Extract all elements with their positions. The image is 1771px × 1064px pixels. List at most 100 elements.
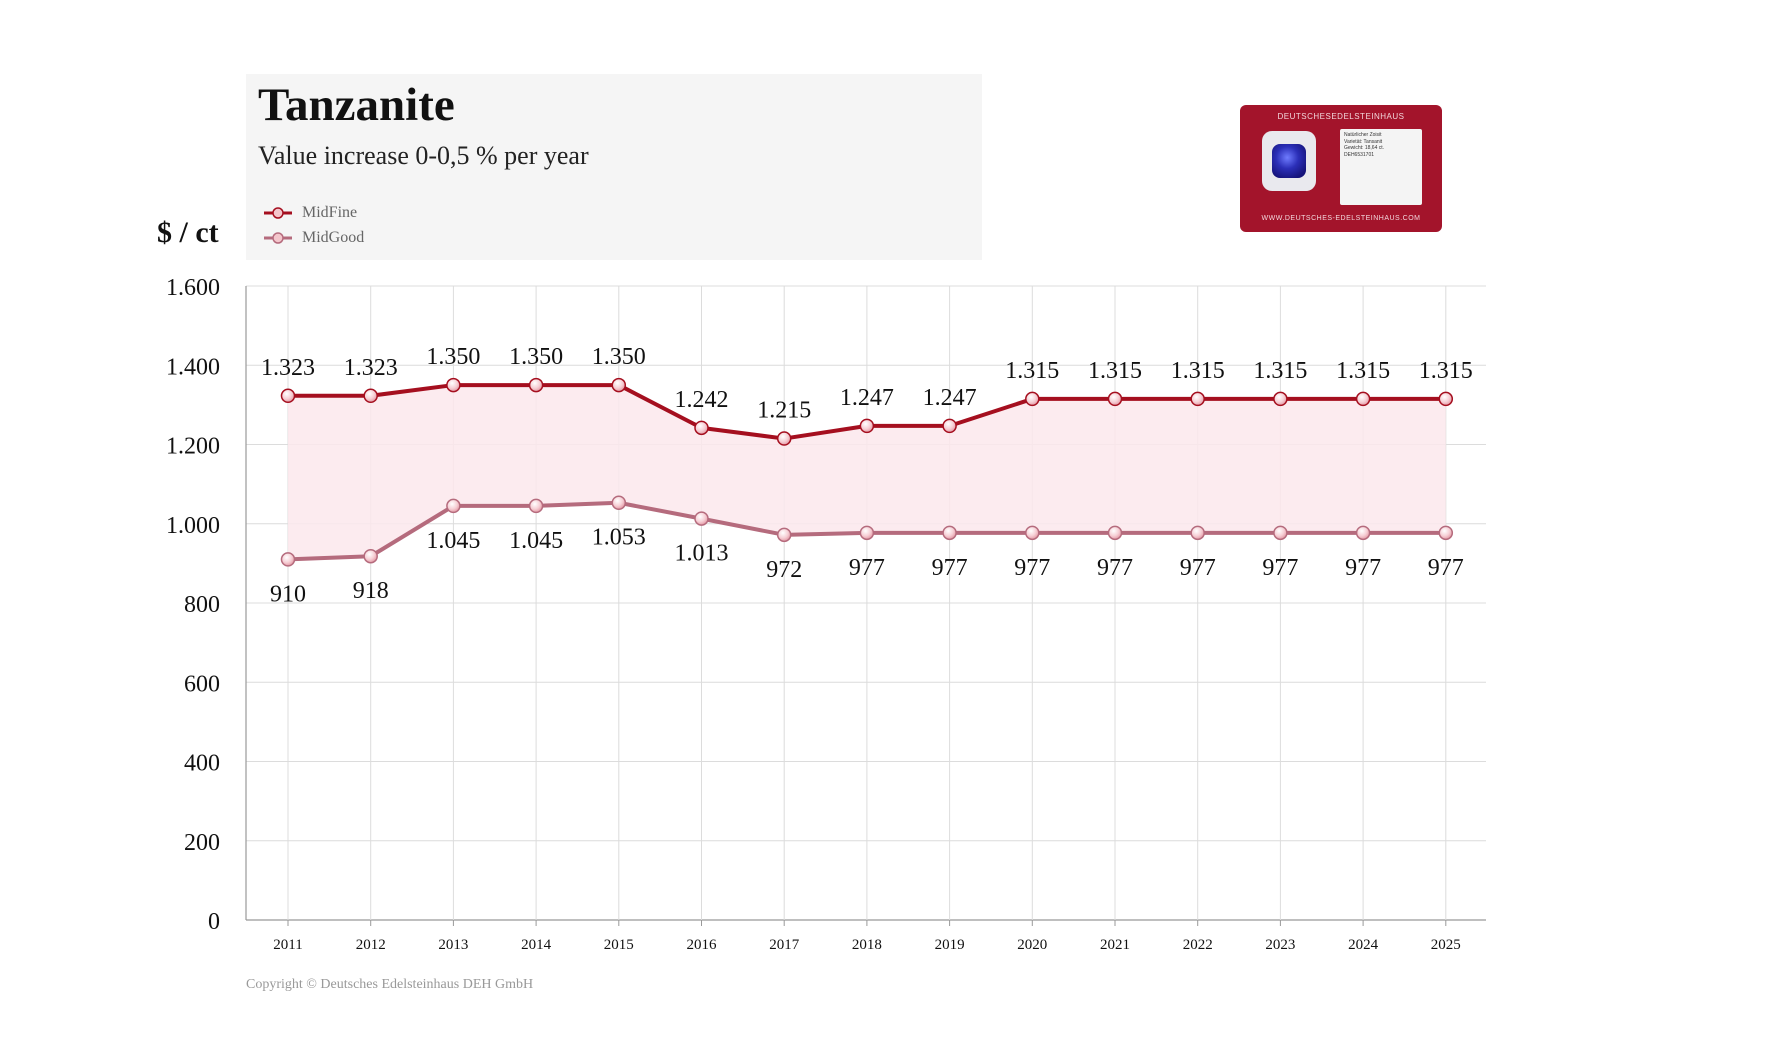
data-point-midgood <box>528 498 544 514</box>
copyright-text: Copyright © Deutsches Edelsteinhaus DEH … <box>246 977 534 992</box>
y-tick-label: 1.000 <box>166 513 220 539</box>
x-tick-label: 2015 <box>604 937 634 953</box>
x-tick-label: 2019 <box>935 937 965 953</box>
y-tick-label: 1.200 <box>166 434 220 460</box>
x-tick-label: 2016 <box>687 937 718 953</box>
legend-label-midfine: MidFine <box>302 203 358 221</box>
data-point-midgood <box>776 527 792 543</box>
data-point-midfine <box>1025 391 1040 407</box>
x-tick-label: 2011 <box>273 937 302 953</box>
data-label-midfine: 1.315 <box>1253 358 1307 384</box>
chart-subtitle: Value increase 0-0,5 % per year <box>258 141 589 170</box>
data-point-midfine <box>776 431 792 446</box>
data-label-midgood: 1.053 <box>592 525 646 551</box>
data-label-midgood: 1.013 <box>675 541 729 567</box>
legend-item-midgood[interactable]: MidGood <box>262 225 364 250</box>
x-tick-label: 2025 <box>1431 937 1461 953</box>
data-point-midgood <box>1107 525 1123 541</box>
legend-label-midgood: MidGood <box>302 228 365 246</box>
certificate-line: Varietät: Tansanit <box>1344 138 1383 145</box>
data-label-midgood: 977 <box>849 555 885 581</box>
data-label-midfine: 1.323 <box>344 355 398 381</box>
data-point-midfine <box>528 377 544 393</box>
data-label-midgood: 977 <box>932 555 968 581</box>
data-label-midgood: 977 <box>1180 555 1216 581</box>
data-point-midfine <box>363 388 378 404</box>
x-tick-label: 2018 <box>852 937 882 953</box>
data-point-midgood <box>1273 525 1288 541</box>
data-point-midfine <box>446 377 461 393</box>
data-label-midgood: 977 <box>1014 555 1050 581</box>
data-label-midgood: 977 <box>1345 555 1381 581</box>
data-label-midfine: 1.315 <box>1088 358 1142 384</box>
range-band <box>288 385 1446 560</box>
data-label-midfine: 1.315 <box>1005 358 1059 384</box>
y-tick-label: 400 <box>184 751 220 777</box>
data-label-midgood: 918 <box>353 578 389 604</box>
x-tick-label: 2021 <box>1100 937 1130 953</box>
y-axis-label: $ / ct <box>157 216 219 249</box>
data-point-midgood <box>1025 525 1040 541</box>
data-point-midgood <box>1438 525 1454 541</box>
data-point-midfine <box>1355 391 1371 407</box>
x-tick-label: 2023 <box>1265 937 1295 953</box>
x-tick-label: 2020 <box>1017 937 1047 953</box>
data-point-midfine <box>1273 391 1288 407</box>
tanzanite-gem-icon <box>1272 144 1306 178</box>
y-tick-label: 0 <box>208 909 220 935</box>
y-tick-label: 200 <box>184 830 220 856</box>
legend-item-midfine[interactable]: MidFine <box>262 200 364 225</box>
data-point-midgood <box>942 525 957 541</box>
data-point-midgood <box>694 511 709 526</box>
data-point-midfine <box>942 418 957 434</box>
data-label-midfine: 1.323 <box>261 355 315 381</box>
data-label-midfine: 1.350 <box>592 344 646 370</box>
data-label-midfine: 1.315 <box>1336 358 1390 384</box>
x-tick-label: 2022 <box>1183 937 1213 953</box>
data-point-midfine <box>1190 391 1205 407</box>
data-point-midgood <box>859 525 875 541</box>
data-label-midfine: 1.315 <box>1419 358 1473 384</box>
x-tick-label: 2013 <box>438 937 468 953</box>
data-label-midgood: 1.045 <box>509 528 563 554</box>
certificate-line: DEH6531701 <box>1344 151 1375 158</box>
data-point-midgood <box>1190 525 1205 541</box>
data-label-midgood: 977 <box>1262 555 1298 581</box>
data-label-midfine: 1.350 <box>509 344 563 370</box>
data-point-midgood <box>446 498 461 514</box>
data-point-midgood <box>611 495 627 510</box>
data-point-midgood <box>363 548 378 564</box>
x-tick-label: 2017 <box>769 937 800 953</box>
y-tick-label: 600 <box>184 671 220 697</box>
certificate-url: WWW.DEUTSCHES-EDELSTEINHAUS.COM <box>1261 215 1421 222</box>
certificate-info: Natürlicher Zoisit Varietät: Tansanit Ge… <box>1340 129 1422 205</box>
data-point-midfine <box>859 418 875 434</box>
y-tick-label: 800 <box>184 592 220 618</box>
data-label-midgood: 1.045 <box>426 528 480 554</box>
x-tick-label: 2024 <box>1348 937 1379 953</box>
data-point-midfine <box>280 388 296 404</box>
y-tick-label: 1.600 <box>166 275 220 301</box>
data-point-midfine <box>1438 391 1454 407</box>
data-label-midfine: 1.242 <box>675 387 729 413</box>
data-label-midgood: 972 <box>766 557 802 583</box>
x-tick-label: 2012 <box>356 937 386 953</box>
chart-title: Tanzanite <box>258 79 455 131</box>
data-label-midfine: 1.315 <box>1171 358 1225 384</box>
data-point-midgood <box>1355 525 1371 541</box>
data-label-midgood: 910 <box>270 581 306 607</box>
data-point-midgood <box>280 552 296 567</box>
data-label-midgood: 977 <box>1428 555 1464 581</box>
y-tick-label: 1.400 <box>166 354 220 380</box>
data-point-midfine <box>694 420 709 436</box>
data-point-midfine <box>1107 391 1123 407</box>
certificate-line: Natürlicher Zoisit <box>1344 132 1382 138</box>
gem-window <box>1262 131 1316 191</box>
x-tick-label: 2014 <box>521 937 552 953</box>
legend-marker-midgood <box>264 231 292 244</box>
data-label-midfine: 1.350 <box>426 344 480 370</box>
legend-marker-midfine <box>264 206 292 219</box>
data-label-midfine: 1.247 <box>923 385 977 411</box>
certificate-line: Gewicht: 18,64 ct. <box>1344 145 1385 151</box>
